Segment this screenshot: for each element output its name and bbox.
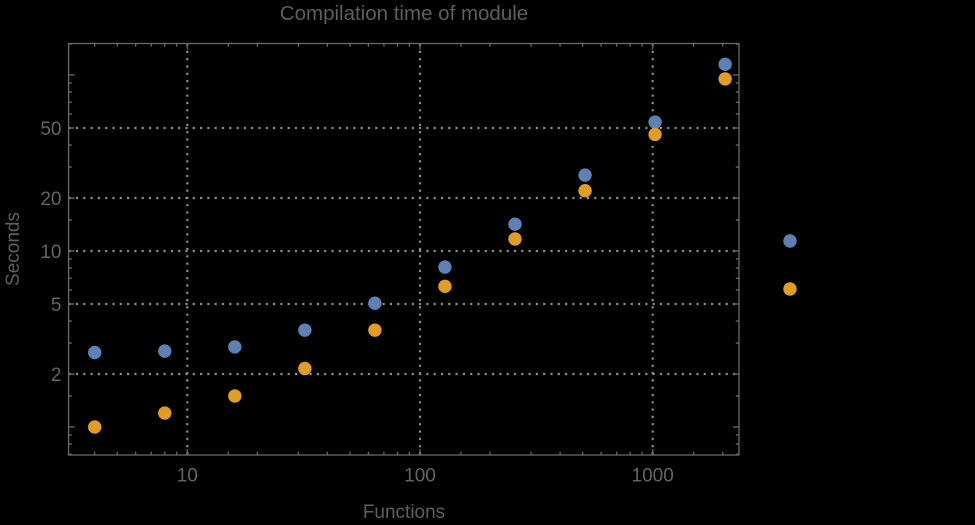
y-tick-label-2: 2	[51, 365, 62, 386]
y-axis-label: Seconds	[3, 212, 24, 286]
data-point-series-blue-x32	[298, 323, 312, 337]
axis-ticks	[68, 43, 739, 455]
data-point-series-orange-x512	[578, 184, 592, 198]
data-point-series-blue-x64	[368, 296, 382, 310]
data-point-series-orange-x32	[298, 361, 312, 376]
legend-marker-2	[783, 282, 797, 296]
data-point-series-orange-x1024	[648, 127, 662, 142]
data-points	[87, 57, 732, 434]
x-tick-label-10: 10	[177, 466, 198, 487]
data-point-series-blue-x8	[158, 344, 172, 358]
data-point-series-blue-x2048	[718, 57, 732, 72]
data-point-series-orange-x2048	[718, 72, 732, 86]
y-tick-label-10: 10	[40, 242, 61, 263]
legend-marker-1	[783, 234, 797, 248]
data-point-series-blue-x256	[508, 217, 522, 231]
data-point-series-orange-x8	[158, 406, 172, 420]
data-point-series-blue-x512	[578, 168, 592, 182]
chart-title: Compilation time of module	[279, 2, 529, 25]
gridlines	[68, 43, 739, 455]
data-point-series-orange-x64	[368, 323, 382, 337]
data-point-series-orange-x16	[228, 389, 242, 403]
data-point-series-orange-x128	[438, 279, 452, 294]
y-tick-label-50: 50	[40, 119, 61, 140]
legend	[783, 234, 797, 296]
y-tick-label-5: 5	[51, 295, 62, 316]
data-point-series-blue-x4	[87, 345, 102, 360]
x-tick-label-1000: 1000	[632, 466, 674, 487]
data-point-series-orange-x256	[508, 232, 522, 246]
x-axis-label: Functions	[363, 502, 445, 523]
data-point-series-orange-x4	[87, 420, 102, 434]
x-tick-labels: 10 100 1000	[177, 466, 674, 487]
data-point-series-blue-x128	[438, 260, 452, 274]
data-point-series-blue-x1024	[648, 115, 662, 129]
plot-frame	[67, 42, 740, 456]
y-tick-label-20: 20	[40, 189, 61, 210]
y-tick-labels: 2 5 10 20 50	[40, 119, 61, 386]
data-point-series-blue-x16	[228, 340, 242, 354]
x-tick-label-100: 100	[404, 466, 436, 487]
